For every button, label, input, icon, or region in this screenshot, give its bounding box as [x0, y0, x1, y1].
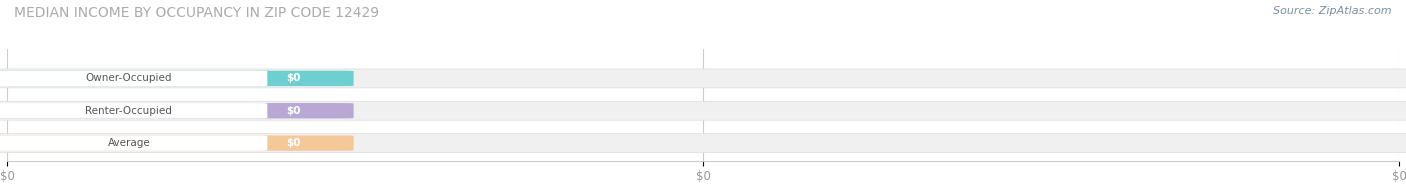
- FancyBboxPatch shape: [0, 69, 1406, 88]
- Text: $0: $0: [287, 138, 301, 148]
- FancyBboxPatch shape: [0, 135, 354, 151]
- Text: Renter-Occupied: Renter-Occupied: [86, 106, 173, 116]
- FancyBboxPatch shape: [0, 103, 267, 118]
- FancyBboxPatch shape: [0, 71, 354, 86]
- FancyBboxPatch shape: [0, 134, 1406, 152]
- FancyBboxPatch shape: [0, 71, 267, 86]
- Text: $0: $0: [287, 106, 301, 116]
- Text: Owner-Occupied: Owner-Occupied: [86, 73, 172, 83]
- Text: Source: ZipAtlas.com: Source: ZipAtlas.com: [1274, 6, 1392, 16]
- FancyBboxPatch shape: [0, 101, 1406, 120]
- Text: $0: $0: [287, 73, 301, 83]
- FancyBboxPatch shape: [0, 135, 267, 151]
- Text: Average: Average: [107, 138, 150, 148]
- Text: MEDIAN INCOME BY OCCUPANCY IN ZIP CODE 12429: MEDIAN INCOME BY OCCUPANCY IN ZIP CODE 1…: [14, 6, 380, 20]
- FancyBboxPatch shape: [0, 103, 354, 118]
